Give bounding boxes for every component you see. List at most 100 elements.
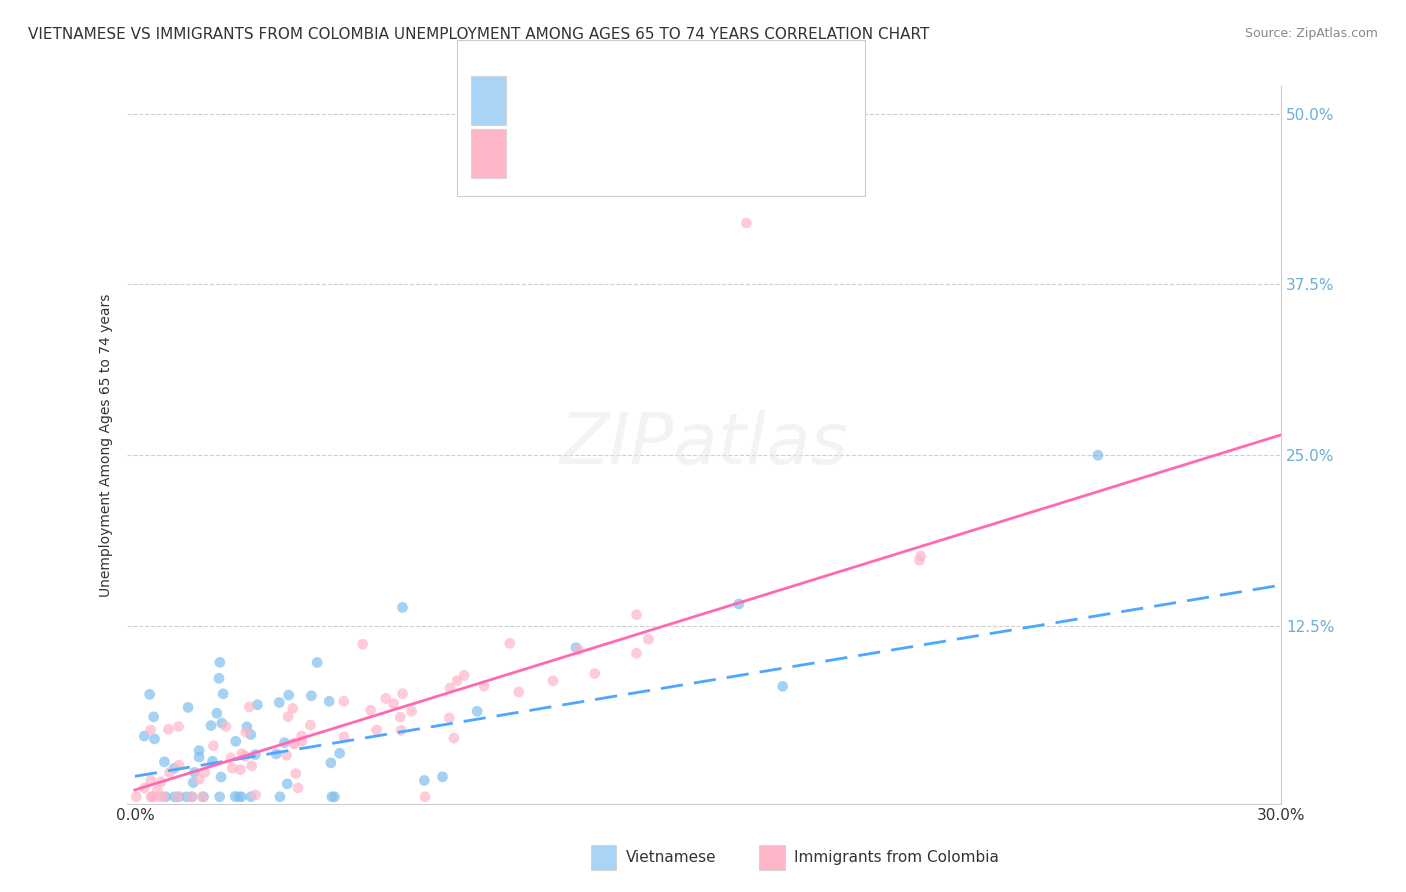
Point: [401, 704, 423, 718]
Point: [299, 689, 322, 703]
Point: [200, 718, 222, 732]
Point: [219, 751, 242, 765]
Point: [389, 710, 412, 724]
Point: [155, 789, 177, 804]
Point: [177, 700, 200, 714]
Point: [284, 766, 307, 780]
Point: [287, 780, 309, 795]
Text: R = 0.653: R = 0.653: [517, 138, 607, 156]
Point: [229, 763, 252, 777]
Point: [276, 748, 298, 763]
Point: [188, 772, 211, 787]
Point: [235, 725, 257, 739]
Point: [276, 777, 298, 791]
Point: [221, 761, 243, 775]
Point: [142, 789, 165, 804]
Text: Vietnamese: Vietnamese: [626, 850, 716, 864]
Point: [139, 773, 162, 788]
Point: [318, 694, 340, 708]
Point: [908, 553, 931, 567]
Point: [319, 756, 342, 770]
Point: [439, 681, 461, 695]
Point: [141, 789, 163, 804]
Point: [389, 723, 412, 738]
Text: N = 56: N = 56: [689, 76, 752, 94]
Point: [167, 789, 190, 804]
Point: [269, 789, 291, 804]
Point: [208, 789, 231, 804]
Point: [728, 597, 751, 611]
Point: [205, 706, 228, 721]
Point: [134, 780, 156, 795]
Point: [735, 216, 758, 230]
Point: [236, 720, 259, 734]
Point: [307, 656, 329, 670]
Point: [202, 739, 225, 753]
Point: [374, 691, 396, 706]
Point: [453, 668, 475, 682]
Point: [208, 656, 231, 670]
Point: [183, 765, 205, 780]
Point: [382, 697, 405, 711]
Point: [150, 774, 173, 789]
Point: [637, 632, 659, 647]
Point: [163, 789, 186, 804]
Point: [391, 600, 413, 615]
Point: [465, 704, 488, 718]
Point: [181, 789, 204, 804]
Point: [159, 765, 181, 780]
Point: [201, 754, 224, 768]
Point: [246, 698, 269, 712]
Point: [299, 718, 322, 732]
Point: [215, 719, 238, 733]
Point: [194, 765, 217, 780]
Point: [352, 637, 374, 651]
Point: [141, 789, 163, 804]
Point: [163, 761, 186, 775]
Point: [443, 731, 465, 745]
Text: Source: ZipAtlas.com: Source: ZipAtlas.com: [1244, 27, 1378, 40]
Point: [283, 736, 305, 750]
Point: [245, 788, 267, 802]
Point: [157, 723, 180, 737]
Point: [239, 789, 262, 804]
Point: [446, 673, 468, 688]
Point: [291, 729, 314, 743]
Point: [277, 688, 299, 702]
Point: [283, 737, 305, 751]
Point: [772, 679, 794, 693]
Point: [149, 789, 172, 804]
Point: [138, 687, 160, 701]
Point: [329, 746, 352, 760]
Point: [413, 773, 436, 788]
Point: [323, 789, 346, 804]
Point: [231, 789, 253, 804]
Text: R = 0.303: R = 0.303: [517, 76, 607, 94]
Point: [191, 789, 214, 804]
Point: [167, 758, 190, 772]
Point: [432, 770, 454, 784]
Point: [233, 749, 256, 764]
Point: [146, 783, 169, 797]
Point: [125, 789, 148, 804]
Point: [333, 694, 356, 708]
Point: [142, 710, 165, 724]
Point: [231, 747, 253, 761]
Point: [565, 640, 588, 655]
Point: [228, 789, 250, 804]
Text: N = 70: N = 70: [689, 138, 752, 156]
Point: [211, 716, 233, 731]
Point: [245, 747, 267, 762]
Point: [910, 549, 932, 563]
Point: [188, 750, 211, 764]
Point: [567, 642, 589, 657]
Point: [277, 710, 299, 724]
Point: [321, 789, 343, 804]
Point: [472, 679, 495, 693]
Point: [153, 755, 176, 769]
Text: ZIPatlas: ZIPatlas: [560, 410, 849, 480]
Point: [193, 789, 215, 804]
Point: [167, 720, 190, 734]
Point: [152, 789, 174, 804]
Y-axis label: Unemployment Among Ages 65 to 74 years: Unemployment Among Ages 65 to 74 years: [100, 293, 114, 597]
